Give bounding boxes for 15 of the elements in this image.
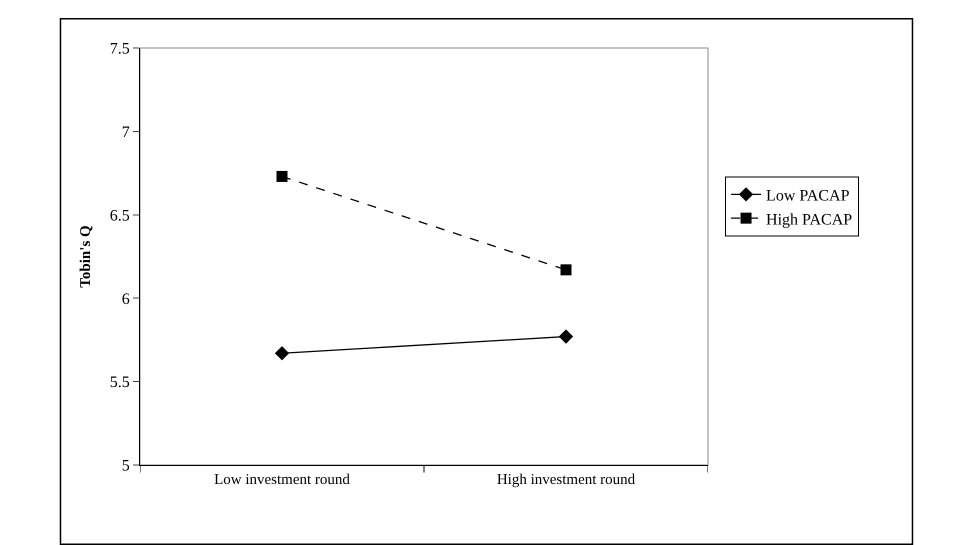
- y-tick-label: 5: [122, 458, 130, 475]
- y-tick-label: 7.5: [110, 40, 130, 58]
- point: [274, 346, 290, 360]
- y-tick-label: 6: [122, 290, 130, 308]
- legend-label: Low PACAP: [766, 188, 850, 205]
- point: [560, 264, 572, 276]
- x-tick-label: Low investment round: [214, 472, 350, 488]
- x-tick-label: High investment round: [496, 472, 636, 488]
- y-tick-label: 5.5: [110, 374, 130, 392]
- y-tick-label: 7: [122, 124, 130, 141]
- point: [558, 329, 574, 344]
- y-axis-title: Tobin's Q: [78, 224, 94, 288]
- y-tick-label: 6.5: [110, 207, 130, 224]
- legend-label: High PACAP: [766, 211, 852, 228]
- point: [276, 170, 288, 182]
